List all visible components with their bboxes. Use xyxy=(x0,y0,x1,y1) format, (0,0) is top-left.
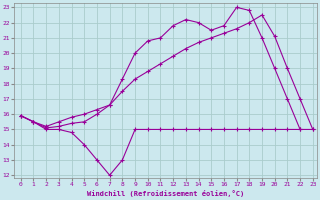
X-axis label: Windchill (Refroidissement éolien,°C): Windchill (Refroidissement éolien,°C) xyxy=(87,190,244,197)
